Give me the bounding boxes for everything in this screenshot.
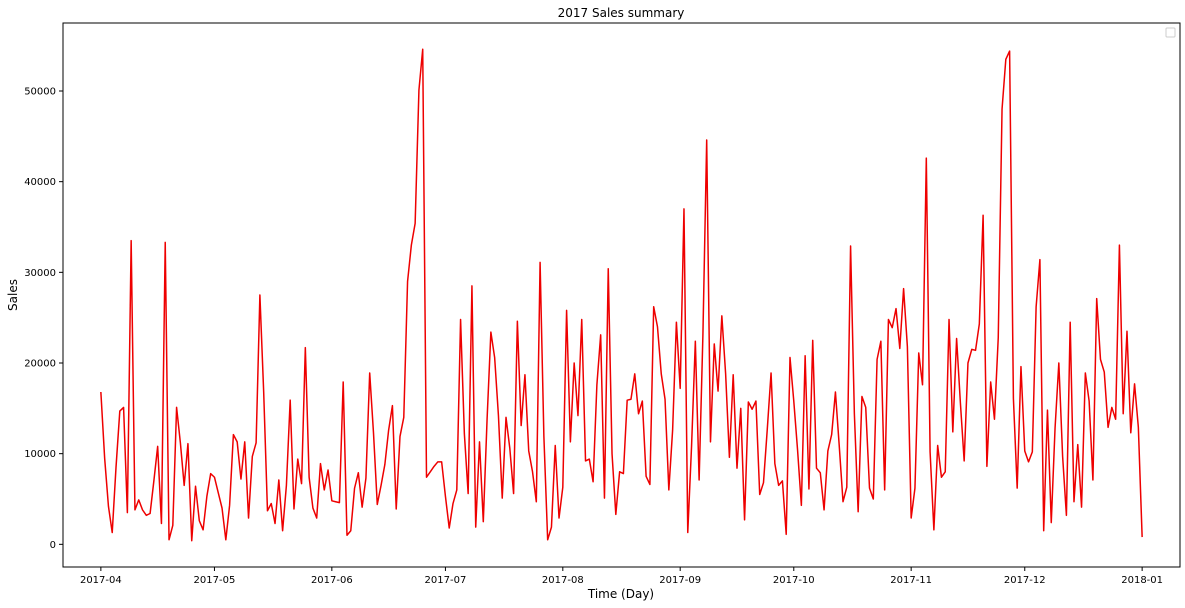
- y-tick-label: 20000: [24, 359, 56, 370]
- y-tick-label: 40000: [24, 177, 56, 188]
- x-axis-label: Time (Day): [587, 587, 654, 601]
- x-tick-label: 2017-12: [1004, 575, 1046, 586]
- y-tick-label: 50000: [24, 87, 56, 98]
- legend-box: [1166, 28, 1175, 37]
- x-tick-label: 2017-07: [425, 575, 467, 586]
- chart-title: 2017 Sales summary: [558, 6, 685, 20]
- legend: [1166, 28, 1175, 37]
- y-axis: 0 10000 20000 30000 40000 50000: [24, 87, 63, 551]
- x-tick-label: 2017-11: [890, 575, 932, 586]
- x-axis: 2017-04 2017-05 2017-06 2017-07 2017-08 2017-…: [80, 567, 1163, 586]
- x-tick-label: 2018-01: [1121, 575, 1163, 586]
- x-tick-label: 2017-04: [80, 575, 122, 586]
- sales-series-line: [101, 49, 1142, 540]
- y-tick-label: 10000: [24, 449, 56, 460]
- x-tick-label: 2017-10: [773, 575, 815, 586]
- y-tick-label: 0: [50, 540, 56, 551]
- x-tick-label: 2017-05: [194, 575, 236, 586]
- x-tick-label: 2017-06: [311, 575, 353, 586]
- y-axis-label: Sales: [6, 279, 20, 311]
- plot-area: 2017-04 2017-05 2017-06 2017-07 2017-08 2017-…: [24, 23, 1180, 586]
- y-tick-label: 30000: [24, 268, 56, 279]
- x-tick-label: 2017-08: [542, 575, 584, 586]
- x-tick-label: 2017-09: [659, 575, 701, 586]
